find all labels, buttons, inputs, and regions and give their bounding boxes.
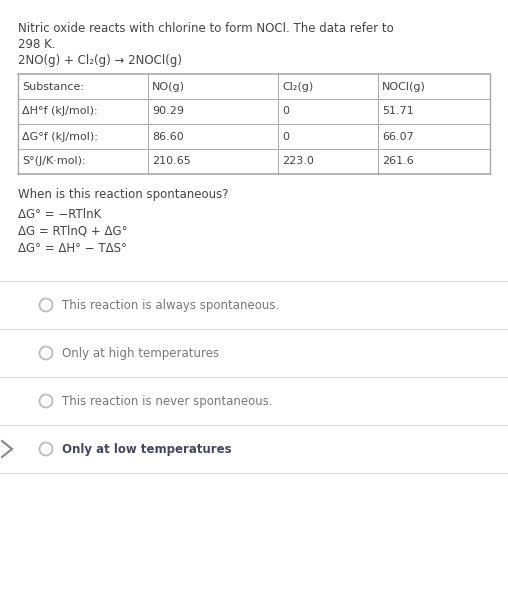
Text: ΔG° = −RTlnK: ΔG° = −RTlnK — [18, 208, 101, 221]
Text: ΔG°f (kJ/mol):: ΔG°f (kJ/mol): — [22, 132, 98, 142]
Text: 0: 0 — [282, 107, 289, 116]
Text: 210.65: 210.65 — [152, 156, 190, 167]
Text: Nitric oxide reacts with chlorine to form NOCl. The data refer to: Nitric oxide reacts with chlorine to for… — [18, 22, 394, 35]
Text: 51.71: 51.71 — [382, 107, 414, 116]
Text: 2NO(g) + Cl₂(g) → 2NOCl(g): 2NO(g) + Cl₂(g) → 2NOCl(g) — [18, 54, 182, 67]
Text: NO(g): NO(g) — [152, 82, 185, 91]
Text: This reaction is never spontaneous.: This reaction is never spontaneous. — [62, 395, 273, 408]
Text: ΔH°f (kJ/mol):: ΔH°f (kJ/mol): — [22, 107, 98, 116]
Text: ΔG° = ΔH° − TΔS°: ΔG° = ΔH° − TΔS° — [18, 242, 127, 255]
Text: Only at low temperatures: Only at low temperatures — [62, 443, 232, 455]
Text: S°(J/K·mol):: S°(J/K·mol): — [22, 156, 86, 167]
Text: 298 K.: 298 K. — [18, 38, 55, 51]
Text: 66.07: 66.07 — [382, 132, 414, 142]
Text: Only at high temperatures: Only at high temperatures — [62, 346, 219, 359]
Text: Cl₂(g): Cl₂(g) — [282, 82, 313, 91]
Text: Substance:: Substance: — [22, 82, 84, 91]
Text: 223.0: 223.0 — [282, 156, 314, 167]
Text: When is this reaction spontaneous?: When is this reaction spontaneous? — [18, 188, 229, 201]
Text: 86.60: 86.60 — [152, 132, 184, 142]
Text: ΔG = RTlnQ + ΔG°: ΔG = RTlnQ + ΔG° — [18, 225, 128, 238]
Text: 0: 0 — [282, 132, 289, 142]
Text: This reaction is always spontaneous.: This reaction is always spontaneous. — [62, 299, 279, 311]
Text: 261.6: 261.6 — [382, 156, 414, 167]
Text: NOCl(g): NOCl(g) — [382, 82, 426, 91]
Text: 90.29: 90.29 — [152, 107, 184, 116]
